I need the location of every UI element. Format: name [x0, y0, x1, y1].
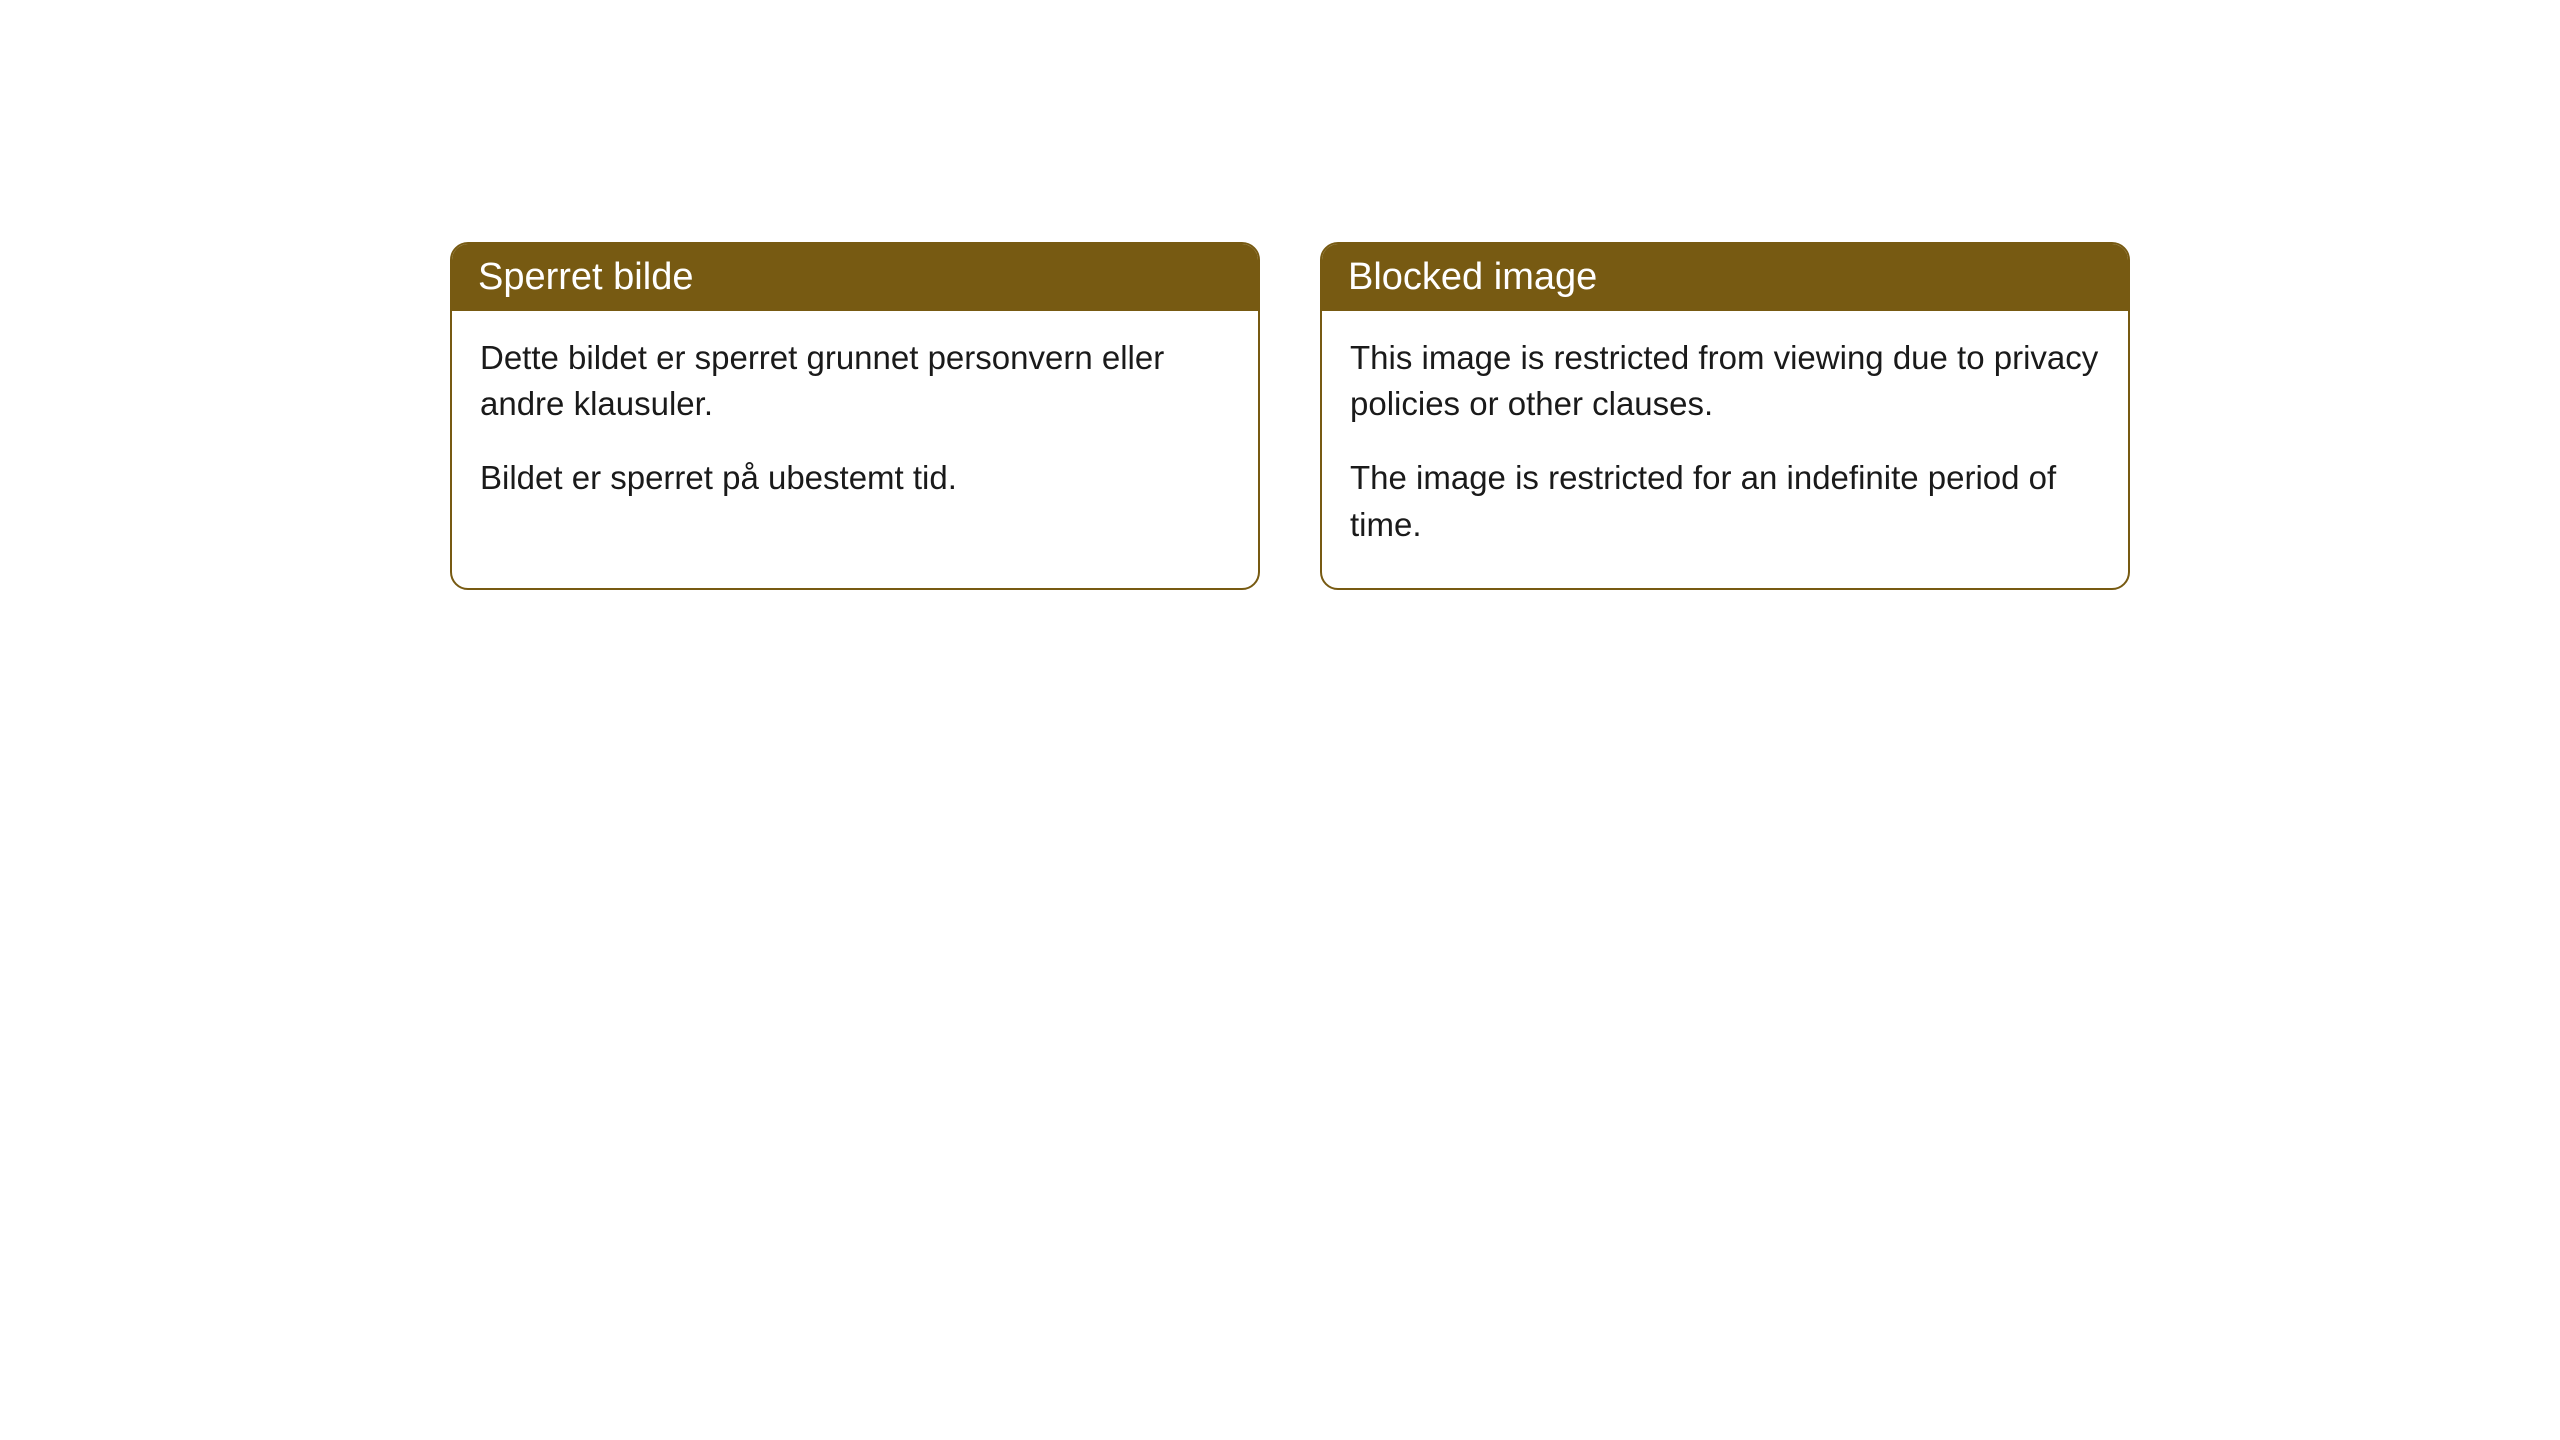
norwegian-card: Sperret bilde Dette bildet er sperret gr…	[450, 242, 1260, 590]
english-card-title: Blocked image	[1348, 256, 1597, 298]
norwegian-paragraph-1: Dette bildet er sperret grunnet personve…	[480, 335, 1230, 427]
english-paragraph-2: The image is restricted for an indefinit…	[1350, 455, 2100, 547]
english-card-header: Blocked image	[1322, 244, 2128, 311]
norwegian-card-title: Sperret bilde	[478, 256, 693, 298]
english-card-body: This image is restricted from viewing du…	[1322, 311, 2128, 588]
english-card: Blocked image This image is restricted f…	[1320, 242, 2130, 590]
norwegian-paragraph-2: Bildet er sperret på ubestemt tid.	[480, 455, 1230, 501]
norwegian-card-body: Dette bildet er sperret grunnet personve…	[452, 311, 1258, 542]
english-paragraph-1: This image is restricted from viewing du…	[1350, 335, 2100, 427]
norwegian-card-header: Sperret bilde	[452, 244, 1258, 311]
card-container: Sperret bilde Dette bildet er sperret gr…	[0, 0, 2560, 590]
